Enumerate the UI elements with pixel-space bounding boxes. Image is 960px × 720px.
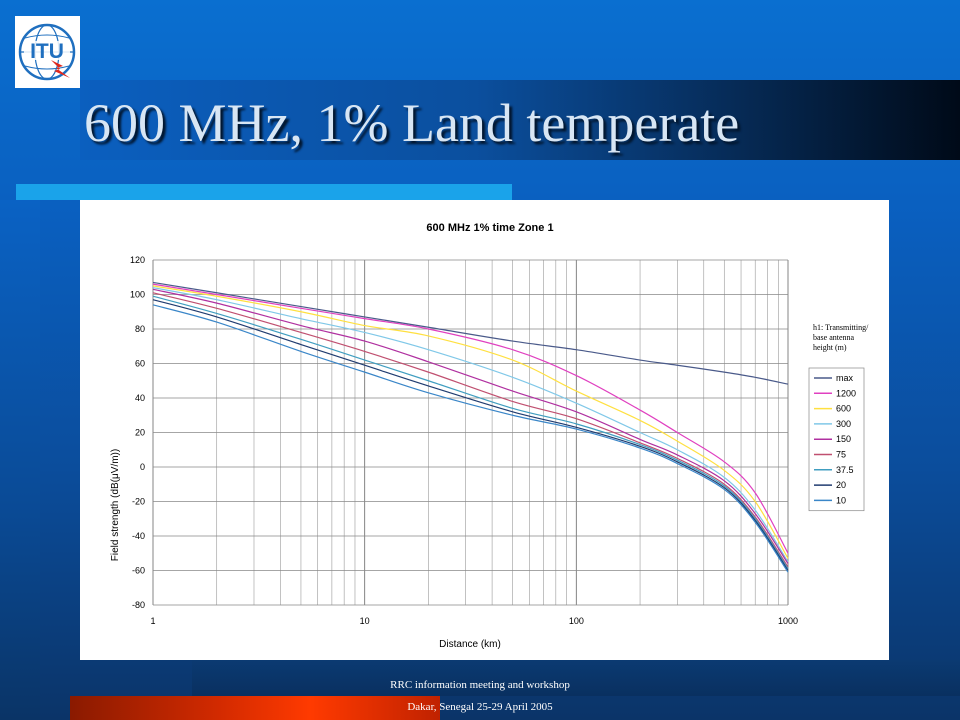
x-axis-label: Distance (km) xyxy=(439,639,501,650)
legend-label-10: 10 xyxy=(836,495,846,505)
footer-red-bar xyxy=(70,696,440,720)
legend-note-line: base antenna xyxy=(813,333,855,342)
y-tick-label: 100 xyxy=(130,290,145,300)
series-line-150 xyxy=(152,288,789,564)
legend-label-150: 150 xyxy=(836,434,851,444)
x-tick-label: 1000 xyxy=(778,616,798,626)
accent-bar xyxy=(16,184,512,200)
slide-title: 600 MHz, 1% Land temperate xyxy=(84,93,740,153)
left-band xyxy=(0,200,40,720)
y-tick-label: 80 xyxy=(135,324,145,334)
logo-text: ITU xyxy=(30,40,64,63)
y-tick-label: 0 xyxy=(140,462,145,472)
series-line-10 xyxy=(152,304,789,573)
chart-grid xyxy=(152,259,789,606)
y-tick-label: 40 xyxy=(135,393,145,403)
y-tick-labels: 120 100 80 60 40 20 0 -20 -40 -60 -80 xyxy=(130,255,145,610)
field-strength-chart: 600 MHz 1% time Zone 1 120100806040200-2… xyxy=(110,222,869,650)
y-axis-label: Field strength (dB(μV/m)) xyxy=(110,449,121,561)
series-line-75 xyxy=(152,292,789,568)
title-bar xyxy=(80,80,960,160)
legend-label-20: 20 xyxy=(836,480,846,490)
legend-label-max: max xyxy=(836,373,854,383)
y-tick-label: 120 xyxy=(130,255,145,265)
y-tick-label: -60 xyxy=(132,566,145,576)
footer-location: Dakar, Senegal 25-29 April 2005 xyxy=(407,701,553,713)
footer-box xyxy=(192,660,960,696)
y-tick-label: -80 xyxy=(132,600,145,610)
x-tick-label: 100 xyxy=(569,616,584,626)
chart-title: 600 MHz 1% time Zone 1 xyxy=(426,222,553,234)
legend-label-75: 75 xyxy=(836,450,846,460)
y-tick-label: 20 xyxy=(135,428,145,438)
x-tick-label: 10 xyxy=(360,616,370,626)
chart-series xyxy=(152,281,789,573)
itu-logo-icon: ITU xyxy=(18,23,76,81)
legend-note: h1: Transmitting/base antenna height (m) xyxy=(813,323,869,352)
legend-note-line: h1: Transmitting/ xyxy=(813,323,869,332)
legend-label-37.5: 37.5 xyxy=(836,465,854,475)
y-tick-label: 60 xyxy=(135,359,145,369)
legend-label-600: 600 xyxy=(836,404,851,414)
y-tick-label: -20 xyxy=(132,497,145,507)
itu-logo: ITU xyxy=(15,16,80,88)
x-tick-label: 1 xyxy=(150,616,155,626)
y-tick-label: -40 xyxy=(132,531,145,541)
x-tick-labels: 1 10 100 1000 xyxy=(150,616,798,626)
legend-label-300: 300 xyxy=(836,419,851,429)
legend-note-line: height (m) xyxy=(813,343,847,352)
footer-event: RRC information meeting and workshop xyxy=(390,679,570,691)
legend-label-1200: 1200 xyxy=(836,388,856,398)
series-line-1200 xyxy=(152,283,789,554)
chart-legend: max 1200 600 300 150 75 37.5 20 10 xyxy=(808,367,865,512)
series-line-20 xyxy=(152,299,789,571)
series-line-37.5 xyxy=(152,295,789,570)
chart-panel: 600 MHz 1% time Zone 1 120 100 80 60 40 20 0 -2… xyxy=(80,200,889,660)
series-line-max xyxy=(152,281,789,385)
series-line-600 xyxy=(152,285,789,559)
series-line-300 xyxy=(152,287,789,563)
